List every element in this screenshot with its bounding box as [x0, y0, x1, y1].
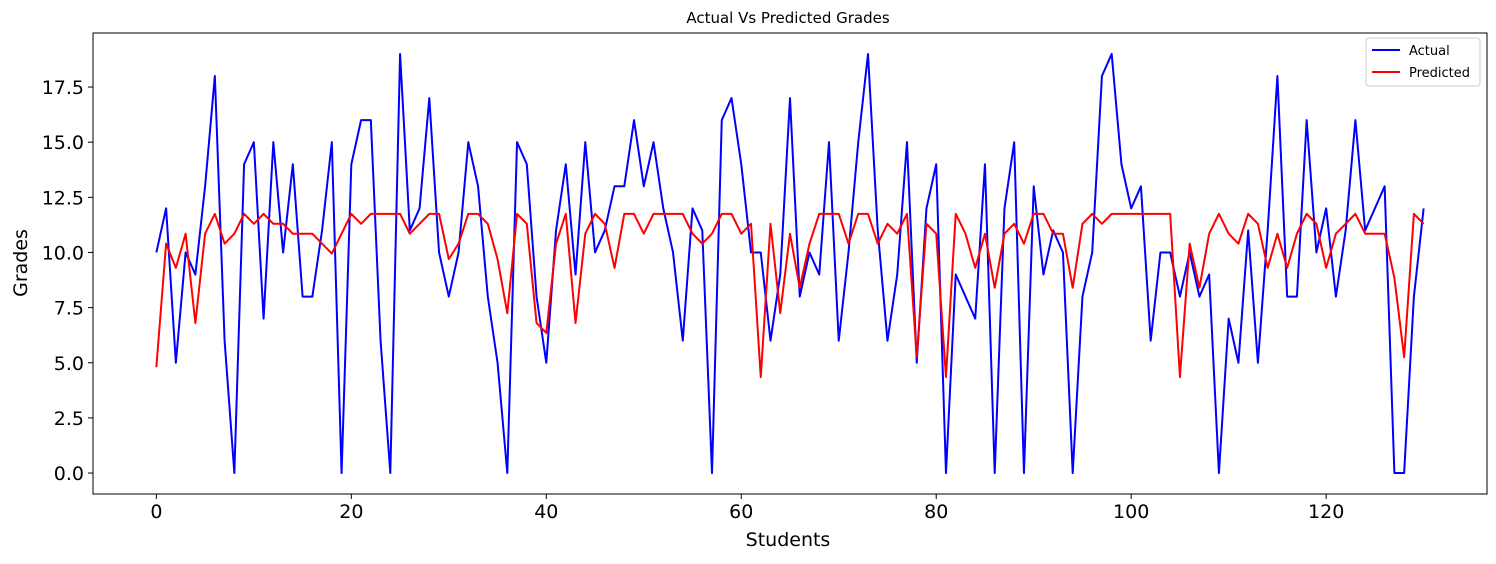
legend: Actual Predicted	[1365, 37, 1481, 87]
x-axis-label: Students	[746, 529, 831, 551]
x-axis: 0 20 40 60 80 100 120	[150, 494, 1344, 523]
y-tick-label: 17.5	[42, 77, 84, 99]
x-tick-label: 20	[339, 501, 363, 523]
x-tick-label: 60	[729, 501, 753, 523]
y-tick-label: 5.0	[54, 353, 84, 375]
y-tick-label: 0.0	[54, 463, 84, 485]
y-tick-label: 7.5	[54, 298, 84, 320]
x-tick-label: 80	[924, 501, 948, 523]
series-line-actual	[155, 52, 1425, 475]
y-tick-label: 10.0	[42, 242, 84, 264]
y-tick-label: 2.5	[54, 408, 84, 430]
y-axis: 0.0 2.5 5.0 7.5 10.0 12.5 15.0 17.5	[42, 77, 93, 485]
y-axis-label: Grades	[10, 229, 32, 297]
series-layer	[155, 52, 1425, 475]
y-tick-label: 12.5	[42, 187, 84, 209]
x-tick-label: 0	[150, 501, 162, 523]
plot-area	[92, 32, 1488, 495]
series-line-predicted	[155, 212, 1425, 379]
y-tick-label: 15.0	[42, 132, 84, 154]
x-tick-label: 120	[1308, 501, 1344, 523]
legend-label-actual: Actual	[1409, 44, 1450, 59]
chart-title: Actual Vs Predicted Grades	[686, 9, 890, 27]
x-tick-label: 100	[1113, 501, 1149, 523]
x-tick-label: 40	[534, 501, 558, 523]
legend-label-predicted: Predicted	[1409, 66, 1470, 81]
